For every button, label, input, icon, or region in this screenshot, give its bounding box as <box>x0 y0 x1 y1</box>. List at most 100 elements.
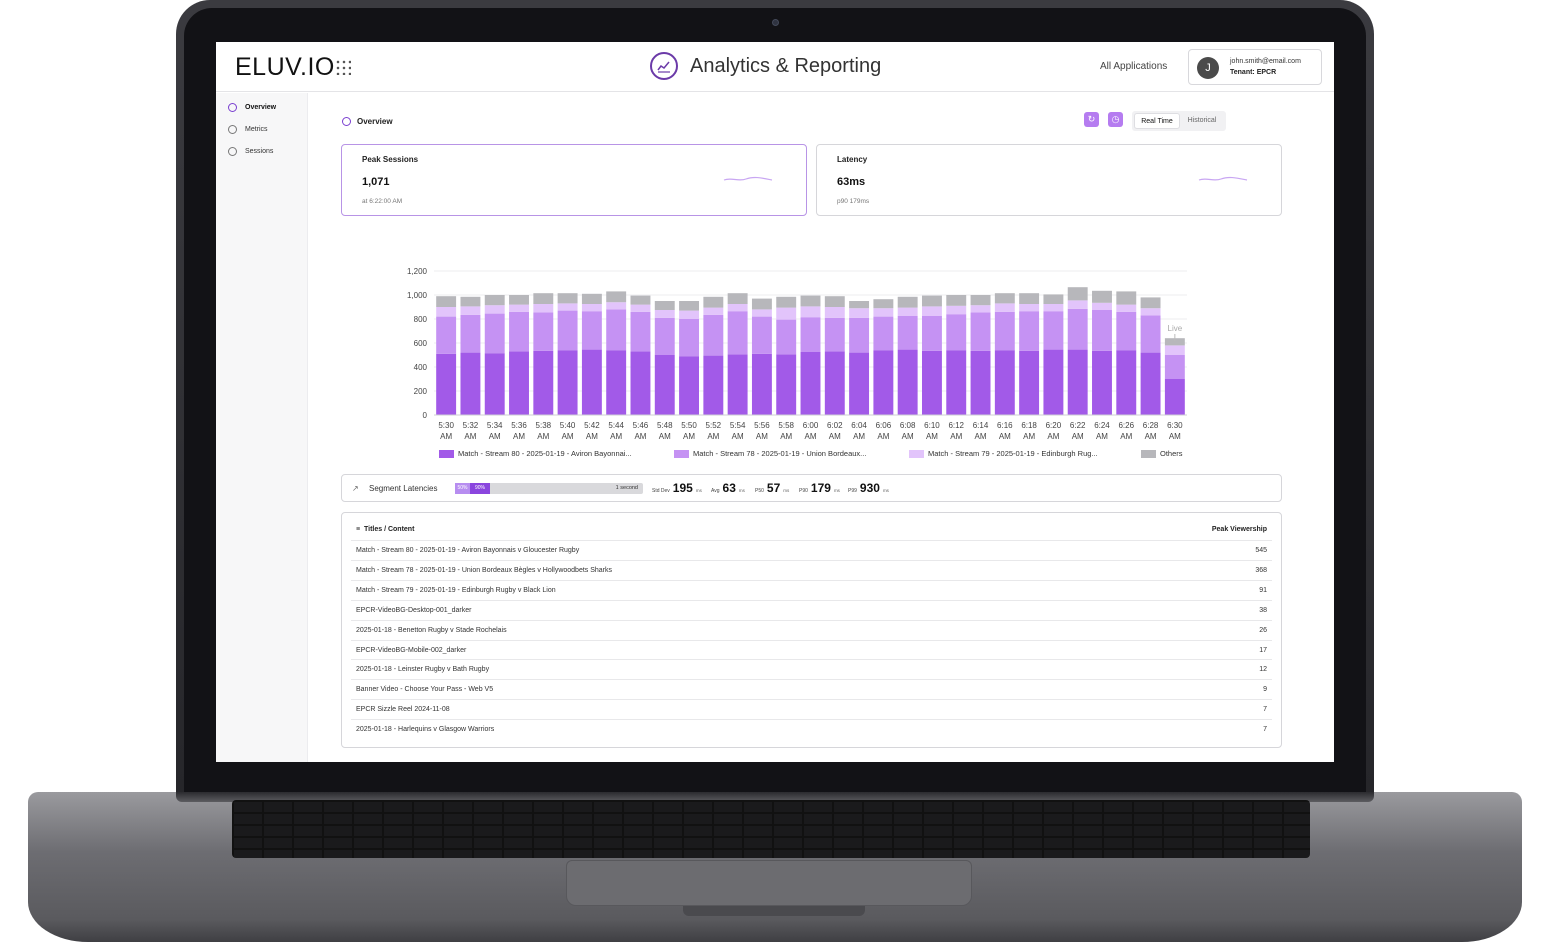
bar-segment[interactable] <box>460 296 481 307</box>
bar-segment[interactable] <box>630 304 651 312</box>
bar-segment[interactable] <box>849 308 870 318</box>
sidebar-item-metrics[interactable]: Metrics <box>228 125 268 134</box>
bar-segment[interactable] <box>679 310 700 319</box>
bar-segment[interactable] <box>897 296 918 308</box>
bar-segment[interactable] <box>533 293 554 304</box>
bar-segment[interactable] <box>849 317 870 353</box>
bar-segment[interactable] <box>1019 304 1040 312</box>
bar-segment[interactable] <box>606 309 627 351</box>
historical-option[interactable]: Historical <box>1187 117 1217 124</box>
refresh-button[interactable]: ↻ <box>1084 112 1099 127</box>
bar-segment[interactable] <box>436 316 457 354</box>
bar-segment[interactable] <box>533 350 554 415</box>
bar-segment[interactable] <box>873 350 894 415</box>
bar-segment[interactable] <box>1019 311 1040 351</box>
bar-segment[interactable] <box>460 314 481 353</box>
bar-segment[interactable] <box>824 317 845 352</box>
bar-segment[interactable] <box>873 316 894 351</box>
segment-latencies-card[interactable]: ↗ Segment Latencies 50% 90% 1 second Std… <box>341 474 1282 502</box>
all-applications-link[interactable]: All Applications <box>1100 61 1168 72</box>
bar-segment[interactable] <box>1164 355 1185 379</box>
bar-segment[interactable] <box>703 296 724 308</box>
real-time-option[interactable]: Real Time <box>1134 113 1180 129</box>
bar-segment[interactable] <box>557 293 578 304</box>
bar-segment[interactable] <box>703 355 724 415</box>
bar-segment[interactable] <box>727 354 748 415</box>
bar-segment[interactable] <box>1116 311 1137 351</box>
column-header-value[interactable]: Peak Viewership <box>1211 526 1267 533</box>
bar-segment[interactable] <box>873 308 894 317</box>
table-row[interactable]: 2025-01-18 - Benetton Rugby v Stade Roch… <box>351 619 1272 640</box>
bar-segment[interactable] <box>824 307 845 318</box>
bar-segment[interactable] <box>1164 345 1185 355</box>
bar-segment[interactable] <box>654 317 675 355</box>
bar-segment[interactable] <box>654 355 675 415</box>
bar-segment[interactable] <box>581 311 602 350</box>
bar-segment[interactable] <box>1067 300 1088 309</box>
bar-segment[interactable] <box>727 293 748 304</box>
bar-segment[interactable] <box>581 349 602 415</box>
bar-segment[interactable] <box>509 295 529 305</box>
bar-segment[interactable] <box>606 350 627 415</box>
bar-segment[interactable] <box>679 356 700 415</box>
bar-segment[interactable] <box>946 314 967 351</box>
bar-segment[interactable] <box>484 305 505 314</box>
bar-segment[interactable] <box>630 311 651 352</box>
bar-segment[interactable] <box>727 311 748 355</box>
table-row[interactable]: Banner Video - Choose Your Pass - Web V5… <box>351 679 1272 699</box>
bar-segment[interactable] <box>994 350 1015 415</box>
bar-segment[interactable] <box>1067 287 1088 301</box>
bar-segment[interactable] <box>800 352 821 415</box>
bar-segment[interactable] <box>1019 350 1040 415</box>
legend-item[interactable]: Match - Stream 80 - 2025-01-19 - Aviron … <box>439 449 632 458</box>
bar-segment[interactable] <box>509 351 529 415</box>
bar-segment[interactable] <box>994 311 1015 351</box>
legend-item[interactable]: Match - Stream 79 - 2025-01-19 - Edinbur… <box>909 449 1098 458</box>
bar-segment[interactable] <box>557 350 578 415</box>
table-row[interactable]: EPCR Sizzle Reel 2024-11-08 7 <box>351 699 1272 719</box>
bar-segment[interactable] <box>873 299 894 309</box>
clock-button[interactable]: ◷ <box>1108 112 1123 127</box>
bar-segment[interactable] <box>1140 297 1161 309</box>
bar-segment[interactable] <box>1067 349 1088 415</box>
bar-segment[interactable] <box>849 301 870 309</box>
bar-segment[interactable] <box>776 319 797 355</box>
bar-segment[interactable] <box>849 352 870 415</box>
bar-segment[interactable] <box>703 314 724 356</box>
bar-segment[interactable] <box>509 304 529 312</box>
bar-segment[interactable] <box>800 306 821 318</box>
user-menu[interactable]: J john.smith@email.com Tenant: EPCR <box>1188 49 1322 85</box>
bar-segment[interactable] <box>703 307 724 315</box>
bar-segment[interactable] <box>484 295 505 306</box>
bar-segment[interactable] <box>994 303 1015 312</box>
bar-segment[interactable] <box>970 312 991 351</box>
bar-segment[interactable] <box>533 304 554 313</box>
bar-segment[interactable] <box>776 354 797 415</box>
bar-segment[interactable] <box>921 295 942 307</box>
bar-segment[interactable] <box>970 305 991 313</box>
bar-segment[interactable] <box>460 306 481 315</box>
bar-segment[interactable] <box>1092 290 1112 303</box>
bar-segment[interactable] <box>970 295 991 306</box>
legend-item[interactable]: Match - Stream 78 - 2025-01-19 - Union B… <box>674 449 866 458</box>
legend-item[interactable]: Others <box>1141 449 1183 458</box>
bar-segment[interactable] <box>751 316 772 354</box>
bar-segment[interactable] <box>921 306 942 316</box>
bar-segment[interactable] <box>1092 350 1112 415</box>
bar-segment[interactable] <box>1043 311 1064 350</box>
bar-segment[interactable] <box>581 304 602 312</box>
bar-segment[interactable] <box>946 305 967 315</box>
bar-segment[interactable] <box>1140 308 1161 316</box>
bar-segment[interactable] <box>921 350 942 415</box>
bar-segment[interactable] <box>679 301 700 311</box>
bar-segment[interactable] <box>1140 352 1161 415</box>
bar-segment[interactable] <box>1116 291 1137 305</box>
latency-card[interactable]: Latency 63ms p90 179ms <box>816 144 1282 216</box>
bar-segment[interactable] <box>1092 310 1112 351</box>
bar-segment[interactable] <box>1043 304 1064 312</box>
bar-segment[interactable] <box>946 350 967 415</box>
bar-segment[interactable] <box>1164 338 1185 346</box>
table-row[interactable]: Match - Stream 78 - 2025-01-19 - Union B… <box>351 559 1272 580</box>
bar-segment[interactable] <box>557 303 578 311</box>
bar-segment[interactable] <box>776 307 797 320</box>
